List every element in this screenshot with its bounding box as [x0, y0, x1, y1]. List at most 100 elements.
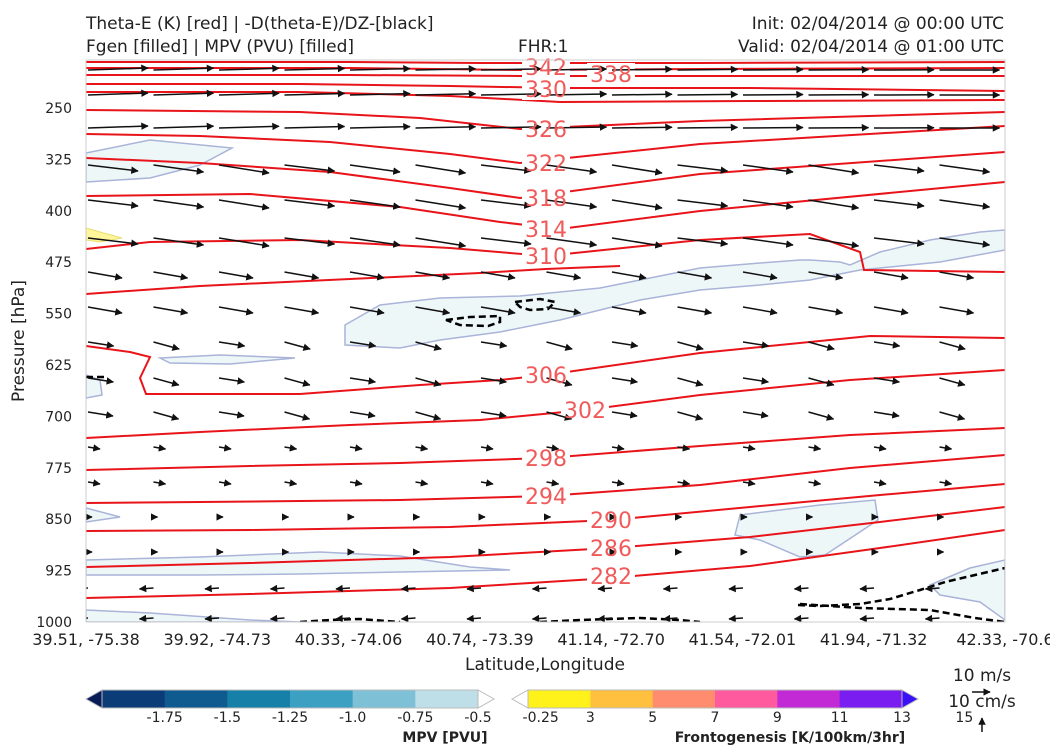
wind-arrow — [611, 199, 663, 211]
wind-arrow — [873, 479, 887, 487]
wind-arrow — [611, 341, 639, 349]
wind-arrow — [349, 164, 401, 175]
wind-arrow — [153, 64, 215, 73]
wind-arrow — [742, 65, 804, 74]
y-tick-label: 850 — [45, 512, 72, 528]
wind-arrow — [873, 164, 925, 174]
y-tick-label: 775 — [45, 461, 72, 477]
wind-arrow — [677, 411, 704, 421]
init-time: Init: 02/04/2014 @ 00:00 UTC — [751, 14, 1004, 34]
y-tick-label: 475 — [45, 255, 72, 271]
wind-arrow — [808, 306, 844, 316]
wind-arrow — [531, 614, 547, 622]
theta-e-label: 310 — [525, 245, 567, 270]
wind-arrow — [611, 164, 663, 176]
wind-arrow — [939, 444, 953, 452]
wind-arrow — [480, 444, 494, 452]
colorbar-swatch — [839, 690, 903, 708]
wind-arrow — [939, 479, 953, 487]
wind-arrow — [480, 65, 542, 73]
wind-arrow — [611, 444, 625, 452]
x-tick-label: 41.54, -72.01 — [689, 630, 797, 649]
y-tick-label: 925 — [45, 564, 72, 580]
wind-arrow — [742, 237, 794, 248]
wind-arrow — [546, 123, 608, 131]
wind-vectors — [86, 64, 1001, 622]
x-tick-label: 41.14, -72.70 — [557, 630, 665, 649]
wind-arrow — [153, 237, 205, 248]
wind-arrow — [859, 584, 875, 593]
wind-arrow — [284, 64, 346, 73]
wind-arrow — [611, 65, 673, 74]
wind-arrow — [349, 199, 401, 210]
fgen-colorbar-label: Frontogenesis [K/100km/3hr] — [675, 730, 905, 746]
theta-e-label: 314 — [525, 218, 567, 243]
theta-e-label-halo — [587, 537, 635, 559]
colorbar-swatch — [715, 690, 778, 708]
wind-arrow — [611, 306, 647, 316]
colorbar-tick-label: 5 — [648, 710, 657, 726]
colorbar-swatch — [164, 690, 228, 708]
colorbar-swatch — [528, 690, 591, 708]
colorbar-swatch — [590, 690, 654, 708]
title-line-2: Fgen [filled] | MPV (PVU) [filled] — [86, 37, 355, 57]
wind-arrow — [873, 377, 901, 385]
x-tick-label: 39.92, -74.73 — [164, 630, 272, 649]
wind-arrow — [400, 614, 416, 622]
wind-arrow — [218, 164, 270, 176]
plot-frame — [85, 59, 1006, 623]
wind-arrow — [677, 199, 729, 209]
wind-arrow — [677, 123, 739, 132]
wind-arrow — [87, 199, 139, 209]
colorbar-extend-high — [901, 689, 920, 709]
colorbar-tick-label: -1.5 — [214, 710, 241, 726]
wind-arrow — [677, 479, 691, 487]
wind-arrow — [677, 306, 713, 316]
wind-arrow — [415, 444, 429, 452]
wind-arrow — [87, 479, 101, 487]
wind-arrow — [611, 237, 663, 249]
x-tick-label: 42.33, -70.6 — [956, 630, 1050, 649]
wind-arrow — [335, 584, 351, 593]
title-line-1: Theta-E (K) [red] | -D(theta-E)/DZ-[blac… — [86, 14, 434, 34]
wind-arrow — [349, 444, 363, 452]
wind-arrow — [415, 306, 451, 316]
wind-arrow — [480, 237, 532, 247]
theta-e-label-halo — [522, 447, 570, 469]
wind-arrow — [480, 199, 532, 209]
wind-arrow — [153, 199, 205, 210]
wind-arrow — [218, 122, 280, 131]
wind-arrow — [218, 271, 254, 281]
dthetae-dashed-contours — [86, 297, 1005, 622]
wind-arrow — [415, 411, 442, 421]
theta-e-contour — [86, 91, 1005, 104]
y-axis-label: Pressure [hPa] — [9, 280, 29, 402]
wind-arrow — [808, 237, 860, 249]
mpv-colorbar: -1.75 -1.5 -1.25 -1.0 -0.75 -0.5 -0.25 — [84, 689, 559, 726]
wind-arrow — [415, 123, 477, 131]
fgen-colorbar: 3 5 7 9 11 13 15 — [510, 689, 973, 726]
wind-arrow — [546, 164, 598, 175]
wind-arrow — [873, 341, 901, 349]
wind-arrow — [728, 584, 744, 593]
colorbar-frame — [527, 689, 903, 709]
colorbar-frame — [101, 689, 479, 709]
wind-arrow — [546, 237, 598, 248]
wind-arrow — [924, 614, 940, 622]
wind-arrow — [87, 271, 123, 281]
wind-arrow — [480, 479, 494, 487]
wind-arrow — [611, 479, 625, 487]
wind-arrow — [859, 614, 875, 622]
wind-arrow — [349, 90, 411, 98]
y-tick-label: 700 — [45, 409, 72, 425]
theta-e-contour — [86, 334, 1005, 395]
wind-arrow — [677, 377, 704, 387]
theta-e-label: 286 — [590, 537, 632, 562]
dthetae-contour — [299, 617, 401, 622]
wind-arrow — [415, 90, 477, 98]
theta-e-label: 290 — [590, 509, 632, 534]
mpv-region — [86, 374, 103, 399]
colorbar-extend-low — [84, 689, 103, 709]
wind-arrow — [480, 90, 542, 98]
wind-arrow — [546, 306, 582, 316]
